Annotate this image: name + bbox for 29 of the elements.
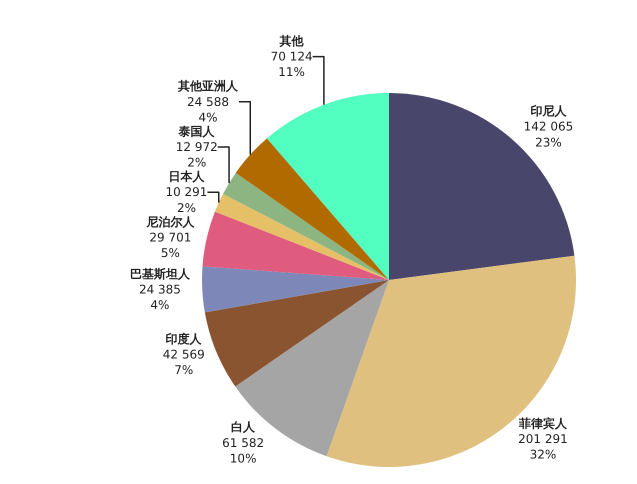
data-label: 61 582 10% <box>222 436 264 466</box>
pie-slice <box>204 280 389 386</box>
slice-label: 巴基斯坦人 <box>130 266 191 281</box>
slice-label: 尼泊尔人 <box>145 214 196 229</box>
slice-label: 印度人 <box>166 332 203 346</box>
data-label: 142 065 23% <box>524 120 574 150</box>
data-label: 24 588 4% <box>186 94 229 124</box>
pie-slice <box>223 172 389 280</box>
slice-label: 菲律宾人 <box>518 416 568 430</box>
slice-label: 日本人 <box>168 170 206 184</box>
data-label: 201 291 32% <box>518 432 568 462</box>
pie-slice <box>266 93 389 280</box>
data-label: 70 124 11% <box>270 50 313 80</box>
data-label: 12 972 2% <box>176 140 218 170</box>
pie-slice <box>214 194 389 280</box>
data-label: 10 291 2% <box>165 185 208 215</box>
pie-slice <box>202 212 389 280</box>
data-label: 29 701 5% <box>149 230 192 260</box>
slice-label: 白人 <box>231 420 256 434</box>
pie-slice <box>389 93 574 280</box>
slice-label: 印尼人 <box>530 104 568 118</box>
slice-label: 其他亚洲人 <box>176 79 239 94</box>
data-label: 42 569 7% <box>162 347 205 377</box>
pie-slice <box>236 138 389 280</box>
data-label: 24 385 4% <box>138 282 181 312</box>
pie-slice <box>326 256 576 467</box>
slice-label: 其他 <box>278 34 305 48</box>
slice-label: 泰国人 <box>178 124 216 138</box>
pie-slice <box>202 266 389 312</box>
